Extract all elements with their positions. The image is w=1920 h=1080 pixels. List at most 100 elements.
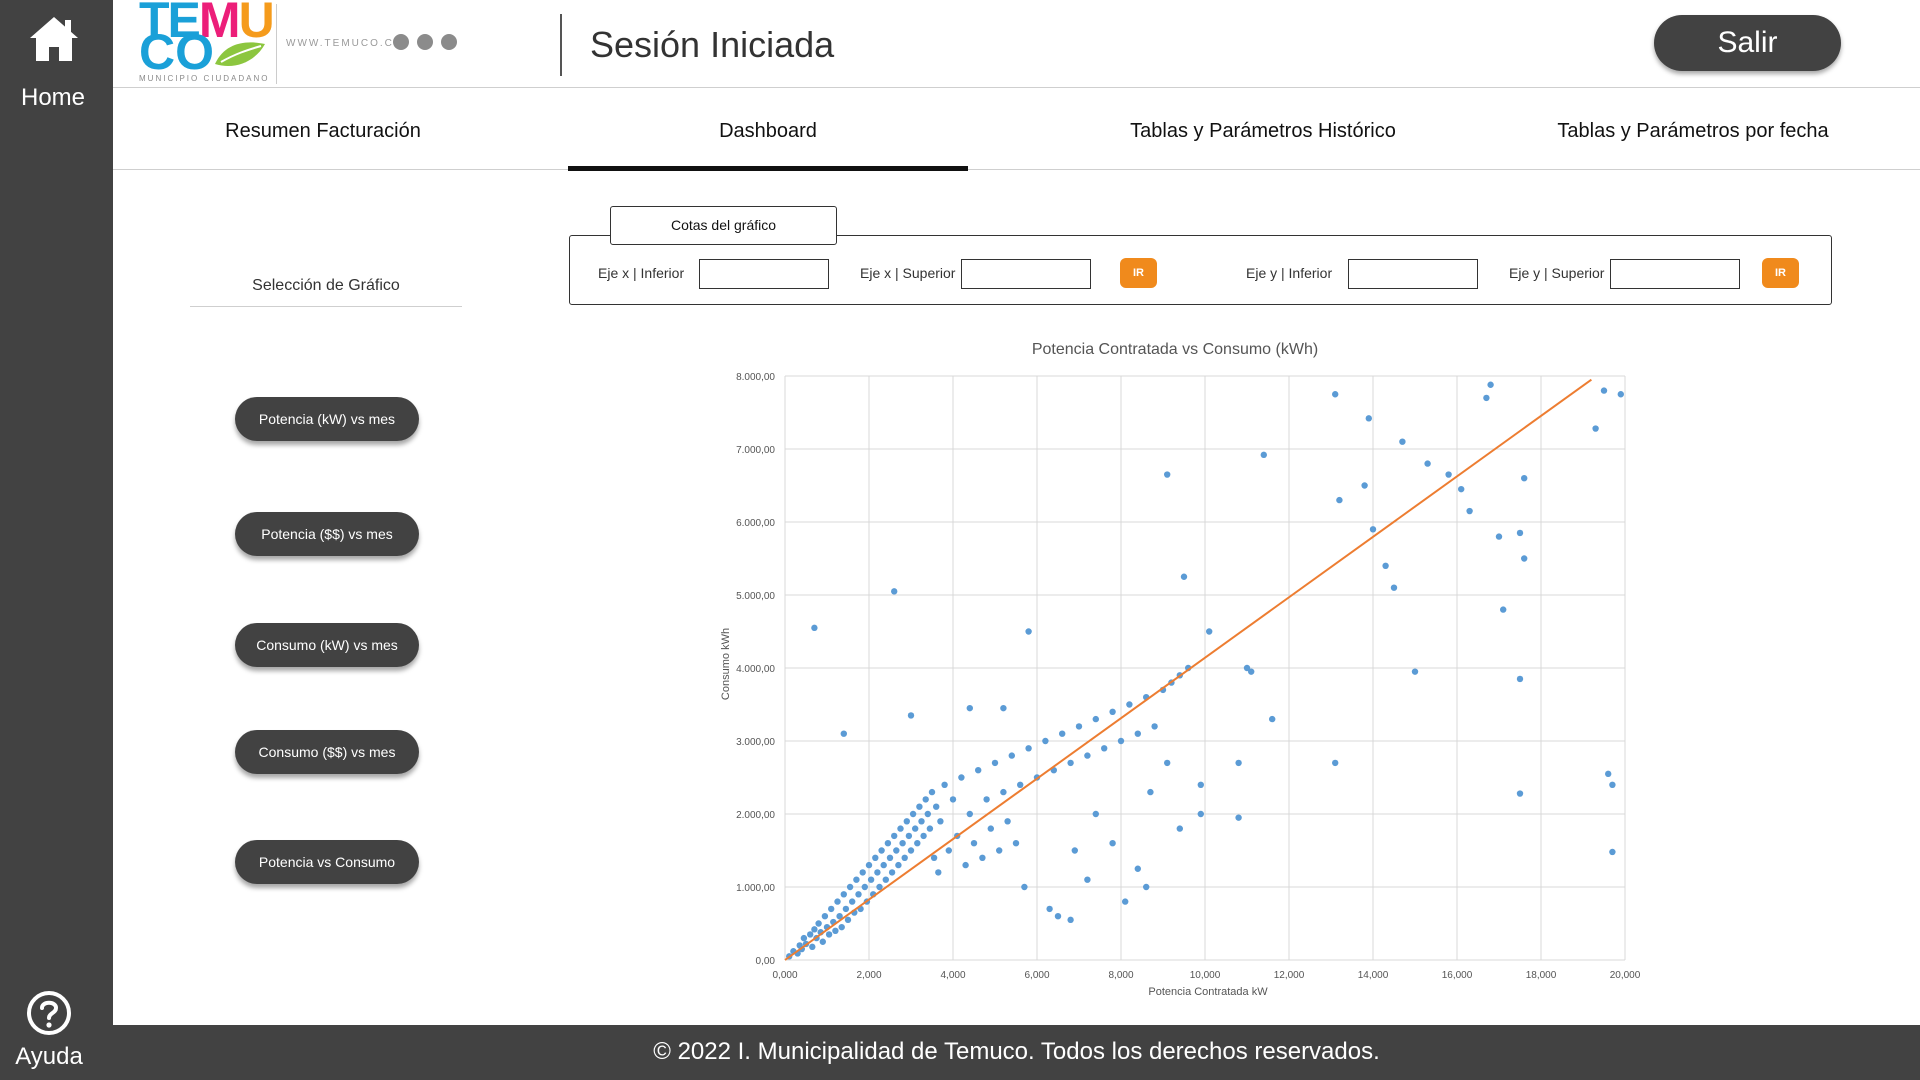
data-point — [825, 931, 833, 938]
temuco-logo[interactable]: TEMU CO MUNICIPIO CIUDADANO — [139, 0, 275, 83]
chart-button-consumo-kw[interactable]: Consumo (kW) vs mes — [235, 623, 419, 667]
website-link[interactable]: WWW.TEMUCO.CL — [286, 38, 402, 49]
data-point — [853, 876, 860, 883]
data-point — [832, 927, 839, 934]
tab-resumen-facturacion[interactable]: Resumen Facturación — [225, 120, 421, 142]
data-point — [1059, 730, 1066, 737]
instagram-icon[interactable] — [441, 34, 457, 50]
chart-button-potencia-vs-consumo[interactable]: Potencia vs Consumo — [235, 840, 419, 884]
data-point — [1458, 485, 1465, 493]
x-tick-label: 0,000 — [772, 970, 797, 981]
data-point — [1101, 745, 1108, 752]
data-point — [809, 943, 816, 951]
data-point — [962, 861, 969, 869]
data-point — [1609, 848, 1616, 856]
data-point — [1143, 883, 1150, 891]
data-point — [849, 898, 856, 905]
y-lower-input[interactable] — [1348, 259, 1478, 289]
data-point — [882, 876, 889, 883]
data-point — [1369, 526, 1377, 533]
logout-button[interactable]: Salir — [1654, 15, 1841, 71]
data-point — [958, 774, 965, 781]
home-nav-button[interactable]: Home — [0, 8, 113, 111]
data-point — [1365, 415, 1372, 422]
scatter-chart: Potencia Contratada vs Consumo (kWh) 0,0… — [720, 341, 1641, 998]
x-tick-label: 18,000 — [1526, 970, 1557, 981]
data-point — [834, 898, 841, 905]
data-point — [912, 825, 919, 832]
data-point — [941, 781, 948, 788]
data-point — [1466, 507, 1473, 515]
data-point — [1235, 814, 1242, 821]
data-point — [1084, 876, 1091, 883]
data-point — [1399, 438, 1406, 445]
data-point — [807, 931, 814, 938]
chart-button-potencia-kw[interactable]: Potencia (kW) vs mes — [235, 397, 419, 441]
x-tick-label: 12,000 — [1274, 970, 1305, 981]
chart-selection-title: Selección de Gráfico — [190, 277, 462, 307]
data-point — [1092, 715, 1099, 723]
y-tick-label: 6.000,00 — [736, 518, 775, 529]
data-point — [1592, 425, 1599, 432]
data-point — [815, 920, 822, 927]
data-point — [876, 883, 883, 891]
data-point — [884, 840, 892, 847]
data-point — [1390, 584, 1398, 591]
y-tick-label: 1.000,00 — [736, 883, 775, 894]
y-upper-input[interactable] — [1610, 259, 1740, 289]
data-point — [926, 825, 934, 832]
chart-button-potencia-cost[interactable]: Potencia ($$) vs mes — [235, 512, 419, 556]
data-point — [937, 818, 944, 825]
top-header: TEMU CO MUNICIPIO CIUDADANO WWW.TEMUCO.C… — [113, 0, 1920, 88]
data-point — [886, 854, 894, 861]
x-tick-label: 10,000 — [1190, 970, 1221, 981]
data-point — [1004, 818, 1011, 825]
data-point — [1487, 381, 1494, 388]
data-point — [891, 832, 898, 840]
x-upper-input[interactable] — [961, 259, 1091, 289]
data-point — [899, 840, 906, 847]
data-point — [1117, 737, 1125, 745]
data-point — [1617, 391, 1624, 398]
data-point — [1071, 847, 1078, 854]
x-tick-label: 2,000 — [856, 970, 881, 981]
y-bounds-go-button[interactable]: IR — [1762, 258, 1799, 288]
data-point — [907, 847, 915, 854]
data-point — [1176, 825, 1183, 832]
y-axis-label: Consumo kWh — [720, 628, 732, 700]
data-point — [1260, 451, 1267, 459]
data-point — [1134, 730, 1141, 737]
x-tick-label: 4,000 — [940, 970, 965, 981]
x-lower-input[interactable] — [699, 259, 829, 289]
y-lower-label: Eje y | Inferior — [1246, 265, 1333, 281]
facebook-icon[interactable] — [393, 34, 409, 50]
data-point — [909, 810, 917, 818]
data-point — [1067, 759, 1074, 767]
chart-button-consumo-cost[interactable]: Consumo ($$) vs mes — [235, 730, 419, 774]
x-bounds-go-button[interactable]: IR — [1120, 258, 1157, 288]
data-point — [966, 704, 973, 712]
help-nav-button[interactable]: Ayuda — [0, 985, 113, 1075]
data-point — [1054, 913, 1062, 920]
twitter-icon[interactable] — [417, 34, 433, 50]
data-point — [1336, 496, 1343, 504]
data-point — [1122, 898, 1129, 905]
data-point — [865, 861, 873, 869]
data-point — [1017, 781, 1024, 788]
tab-dashboard[interactable]: Dashboard — [568, 88, 968, 171]
data-point — [1084, 752, 1091, 759]
tab-tablas-historico[interactable]: Tablas y Parámetros Histórico — [1130, 120, 1396, 142]
data-point — [821, 913, 829, 920]
data-point — [1000, 704, 1007, 712]
data-point — [844, 916, 852, 924]
data-point — [891, 588, 898, 595]
data-point — [930, 854, 938, 861]
data-point — [924, 810, 931, 818]
data-point — [907, 712, 915, 719]
data-point — [1424, 460, 1431, 467]
data-point — [935, 869, 942, 876]
y-tick-label: 8.000,00 — [736, 372, 775, 383]
data-point — [1164, 471, 1171, 478]
tab-tablas-por-fecha[interactable]: Tablas y Parámetros por fecha — [1557, 120, 1829, 142]
x-tick-label: 8,000 — [1108, 970, 1133, 981]
